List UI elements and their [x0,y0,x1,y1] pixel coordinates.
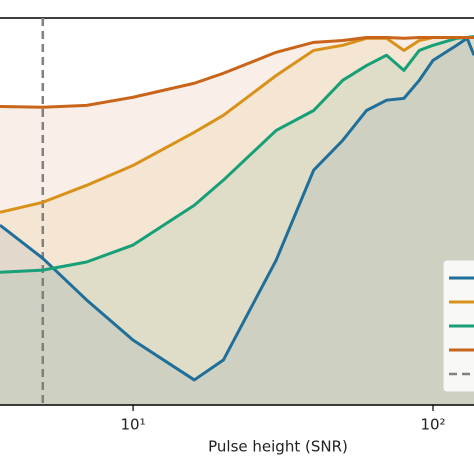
area-fill [0,37,474,405]
data-line [0,36,474,382]
x-tick-label: 10¹ [121,416,146,434]
data-line [0,34,474,274]
area-fill [0,38,474,406]
data-line [0,36,474,109]
area-fill [0,37,474,405]
x-tick-label: 10² [420,416,445,434]
x-axis-label: Pulse height (SNR) [208,438,348,456]
area-fill [0,36,474,406]
